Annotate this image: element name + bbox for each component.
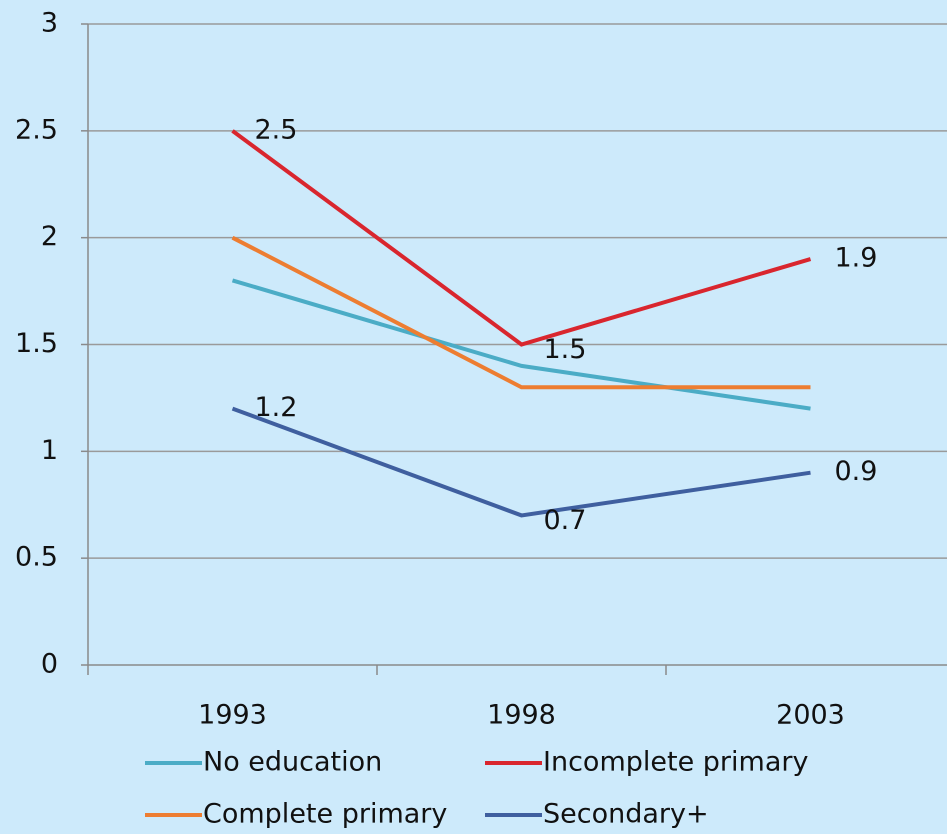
series-line [231,278,811,411]
y-tick-label: 0.5 [15,542,58,573]
y-tick-label: 1 [41,435,58,466]
x-tick-label: 1993 [198,700,267,731]
y-tick-label: 3 [41,8,58,39]
data-label: 1.9 [835,243,878,274]
y-tick-label: 2.5 [15,114,58,145]
series-line [231,129,812,347]
y-tick-label: 2 [41,221,58,252]
data-label: 2.5 [255,114,298,145]
data-label: 0.7 [544,505,587,536]
data-label: 0.9 [835,456,878,487]
legend-label: No education [203,747,382,778]
y-tick-label: 1.5 [15,328,58,359]
data-label: 1.5 [544,334,587,365]
data-label: 1.2 [255,392,298,423]
legend-label: Incomplete primary [543,747,808,778]
series-line [231,235,811,390]
y-tick-label: 0 [41,649,58,680]
x-tick-label: 2003 [776,700,845,731]
legend-label: Complete primary [203,799,447,830]
x-tick-label: 1998 [487,700,556,731]
series-line [231,406,811,518]
legend-label: Secondary+ [543,799,709,830]
